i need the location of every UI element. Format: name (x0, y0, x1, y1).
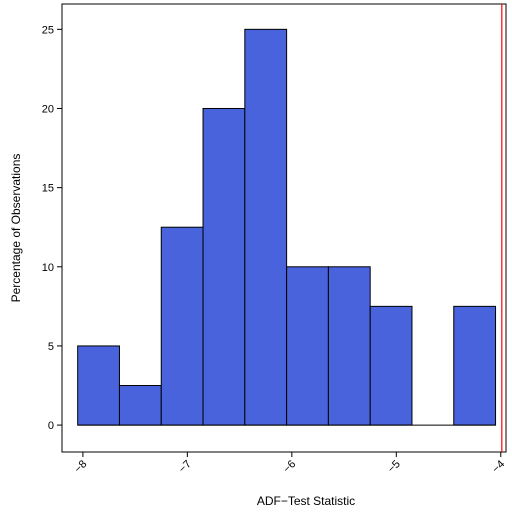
x-axis: −8 −7 −6 −5 −4 (72, 452, 507, 476)
y-tick-label: 25 (42, 24, 54, 36)
histogram-bar (327, 266, 371, 426)
bars-group (77, 28, 497, 426)
x-tick-label: −7 (177, 458, 194, 475)
histogram-bar (77, 345, 120, 426)
y-tick-label: 0 (48, 420, 54, 432)
histogram-bar (244, 28, 288, 426)
histogram-bar (369, 305, 413, 426)
y-tick-label: 15 (42, 183, 54, 195)
x-tick-label: −8 (72, 458, 89, 475)
plot-area-frame (61, 3, 507, 453)
y-axis: 0 5 10 15 20 25 (42, 24, 62, 432)
histogram-bar (202, 107, 246, 426)
histogram-bar (286, 266, 329, 426)
histogram-bar (160, 226, 204, 426)
y-axis-label: Percentage of Observations (9, 154, 23, 303)
y-tick-label: 10 (42, 262, 54, 274)
x-tick-label: −4 (490, 458, 507, 475)
y-tick-label: 20 (42, 103, 54, 115)
x-tick-label: −5 (386, 458, 403, 475)
histogram-bar (118, 385, 162, 426)
histogram-bar (453, 305, 497, 426)
y-tick-label: 5 (48, 341, 54, 353)
x-tick-label: −6 (281, 458, 298, 475)
x-axis-label: ADF−Test Statistic (257, 494, 355, 508)
